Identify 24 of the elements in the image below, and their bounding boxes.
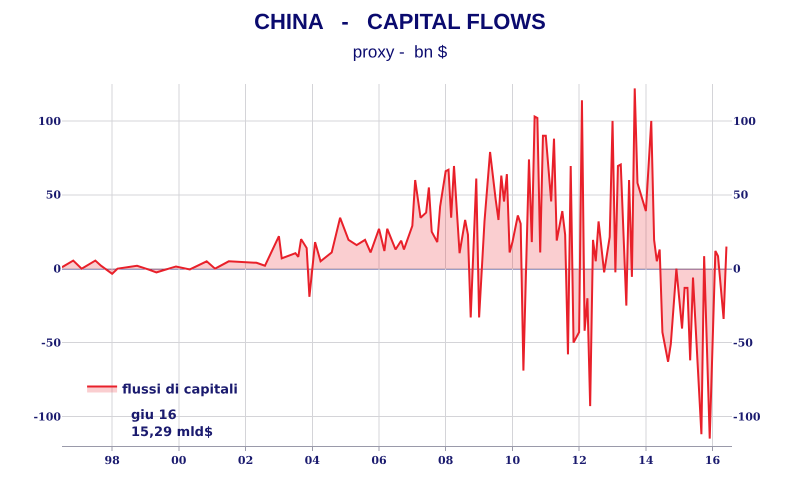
chart-title: CHINA - CAPITAL FLOWS [254,8,546,34]
x-tick-label: 08 [438,454,454,468]
x-tick-label: 06 [371,454,388,468]
legend-label: flussi di capitali [122,382,238,398]
y2-tick-label: -100 [733,410,761,424]
y-tick-label: 50 [46,188,62,202]
annotation: giu 16 15,29 mld$ [131,408,213,440]
y2-tick-label: 0 [733,262,741,276]
x-tick-label: 02 [238,454,254,468]
x-tick-label: 14 [638,454,654,468]
x-tick-label: 12 [571,454,587,468]
y2-tick-label: 100 [733,114,756,128]
chart-subtitle: proxy - bn $ [352,42,448,62]
y-tick-label: 0 [53,262,62,276]
x-tick-label: 00 [171,454,187,468]
x-tick-label: 04 [304,454,320,468]
y-tick-label: -100 [33,410,62,424]
y2-tick-label: 50 [733,188,749,202]
x-tick-label: 98 [104,454,120,468]
x-tick-label: 16 [704,454,721,468]
x-tick-label: 10 [504,454,520,468]
y2-tick-label: -50 [733,336,754,350]
y-tick-label: 100 [38,114,62,128]
y-tick-label: -50 [41,336,62,350]
